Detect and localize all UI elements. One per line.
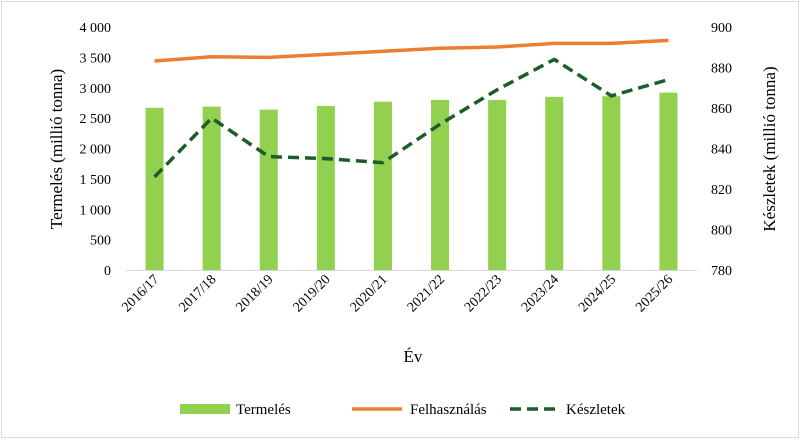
y2-tick-label: 820 (711, 183, 732, 198)
legend-label-keszletek: Készletek (566, 402, 626, 418)
y-tick-label: 4 000 (80, 21, 112, 36)
bar-termeles (602, 96, 621, 270)
legend-item-keszletek: Készletek (510, 402, 626, 418)
x-tick-label: 2025/26 (633, 272, 676, 315)
y2-tick-label: 900 (711, 21, 732, 36)
bar-termeles (488, 99, 507, 271)
y-axis-title: Termelés (millió tonna) (47, 69, 66, 229)
x-tick-label: 2022/23 (462, 272, 505, 315)
y-tick-label: 3 500 (80, 51, 112, 66)
y-tick-label: 2 000 (80, 143, 112, 158)
y2-tick-label: 840 (711, 143, 732, 158)
y-tick-label: 500 (90, 234, 111, 249)
y2-axis-title: Készletek (millió tonna) (760, 66, 779, 231)
y2-tick-label: 880 (711, 62, 732, 77)
bar-termeles (202, 106, 221, 271)
y2-tick-label: 860 (711, 102, 732, 117)
y2-tick-label: 800 (711, 224, 732, 239)
x-tick-label: 2021/22 (405, 272, 448, 315)
bar-termeles (659, 92, 678, 270)
x-tick-label: 2017/18 (176, 272, 219, 315)
y-tick-label: 1 500 (80, 173, 112, 188)
y-tick-label: 2 500 (80, 112, 112, 127)
y2-tick-label: 780 (711, 264, 732, 279)
legend-item-termeles: Termelés (180, 402, 291, 418)
legend-item-felhasznalas: Felhasználás (352, 402, 487, 418)
plot-area: 0 500 1 000 1 500 2 000 2 500 3 000 3 500 4 000 7… (80, 21, 733, 315)
legend: Termelés Felhasználás Készletek (180, 402, 626, 418)
legend-swatch-termeles (180, 404, 230, 414)
x-tick-label: 2018/19 (234, 272, 277, 315)
legend-label-termeles: Termelés (236, 402, 291, 418)
x-axis-title: Év (404, 347, 423, 366)
x-tick-label: 2016/17 (119, 272, 162, 315)
y-tick-label: 1 000 (80, 203, 112, 218)
legend-label-felhasznalas: Felhasználás (410, 402, 487, 418)
y-tick-label: 0 (104, 264, 111, 279)
bar-termeles (145, 107, 164, 270)
bar-termeles (545, 96, 564, 270)
bar-termeles (316, 105, 335, 270)
x-tick-label: 2020/21 (348, 272, 391, 315)
line-felhasznalas (154, 38, 669, 63)
x-tick-label: 2019/20 (291, 272, 334, 315)
y-tick-label: 3 000 (80, 82, 112, 97)
bar-termeles (259, 109, 278, 271)
line-keszletek (153, 57, 669, 179)
bar-termeles (431, 99, 450, 271)
x-tick-label: 2024/25 (576, 272, 619, 315)
x-tick-label: 2023/24 (519, 272, 562, 315)
bar-termeles (373, 101, 392, 270)
